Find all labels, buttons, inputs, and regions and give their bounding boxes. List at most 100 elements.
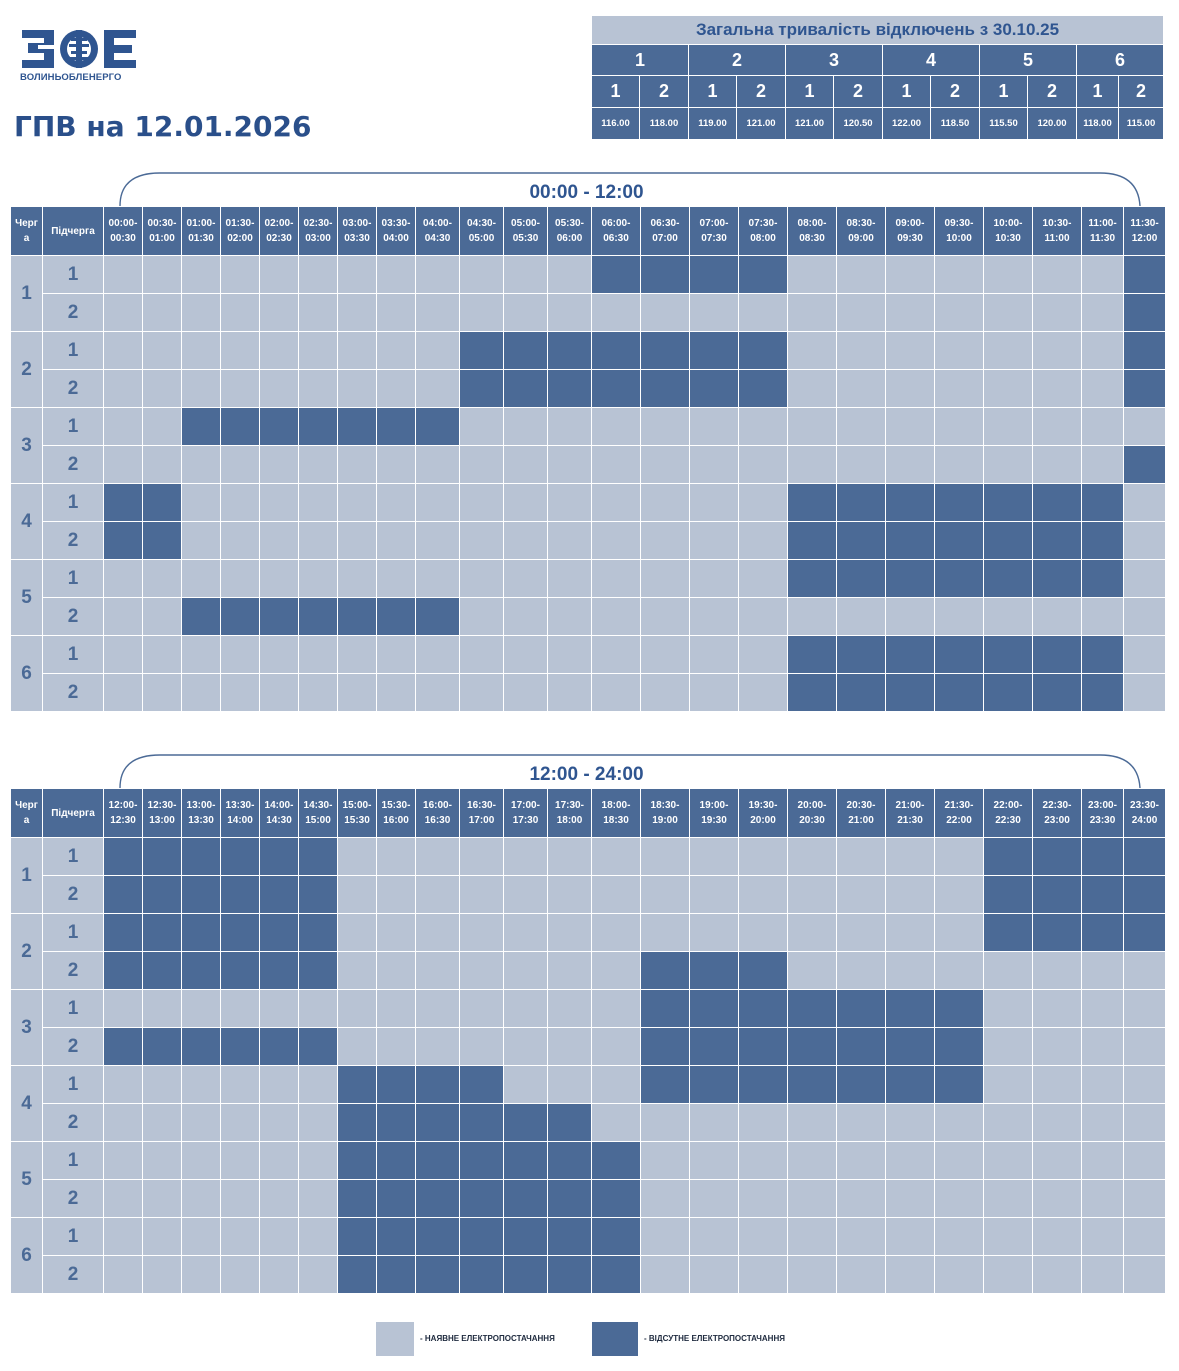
slot-power-on bbox=[1032, 255, 1082, 294]
slot-power-on bbox=[103, 369, 143, 408]
slot-power-on bbox=[1123, 1179, 1166, 1218]
time-slot-header: 02:30- 03:00 bbox=[298, 206, 338, 256]
slot-power-on bbox=[1081, 1217, 1124, 1256]
schedule-row: 2 bbox=[11, 673, 1166, 712]
slot-outage bbox=[983, 635, 1033, 674]
slot-power-on bbox=[738, 913, 788, 952]
slot-outage bbox=[376, 1217, 416, 1256]
slot-power-on bbox=[298, 1141, 338, 1180]
slot-power-on bbox=[640, 407, 690, 446]
summary-value-cell: 121.00 bbox=[736, 107, 786, 140]
slot-power-on bbox=[1123, 1027, 1166, 1066]
slot-power-on bbox=[503, 255, 548, 294]
slot-power-on bbox=[787, 597, 837, 636]
slot-outage bbox=[459, 369, 504, 408]
slot-outage bbox=[259, 1027, 299, 1066]
slot-power-on bbox=[983, 1141, 1033, 1180]
slot-power-on bbox=[103, 989, 143, 1028]
slot-power-on bbox=[934, 1179, 984, 1218]
slot-power-on bbox=[836, 913, 886, 952]
time-range-label: 00:00 - 12:00 bbox=[529, 182, 644, 203]
slot-power-on bbox=[103, 445, 143, 484]
slot-power-on bbox=[337, 331, 377, 370]
slot-power-on bbox=[459, 293, 504, 332]
slot-outage bbox=[1123, 445, 1166, 484]
slot-power-on bbox=[738, 875, 788, 914]
time-slot-header: 03:30- 04:00 bbox=[376, 206, 416, 256]
slot-outage bbox=[885, 989, 935, 1028]
slot-outage bbox=[689, 1027, 739, 1066]
slot-outage bbox=[836, 635, 886, 674]
time-slot-header: 00:30- 01:00 bbox=[142, 206, 182, 256]
slot-power-on bbox=[337, 913, 377, 952]
slot-power-on bbox=[337, 875, 377, 914]
queue-number: 2 bbox=[10, 913, 43, 990]
slot-power-on bbox=[738, 635, 788, 674]
slot-power-on bbox=[503, 635, 548, 674]
time-slot-header: 08:00- 08:30 bbox=[787, 206, 837, 256]
slot-power-on bbox=[1081, 407, 1124, 446]
slot-power-on bbox=[259, 673, 299, 712]
slot-outage bbox=[983, 483, 1033, 522]
slot-outage bbox=[181, 597, 221, 636]
time-slot-header: 11:30- 12:00 bbox=[1123, 206, 1166, 256]
slot-power-on bbox=[547, 445, 592, 484]
slot-power-on bbox=[1032, 1179, 1082, 1218]
slot-power-on bbox=[885, 1217, 935, 1256]
slot-power-on bbox=[376, 635, 416, 674]
slot-power-on bbox=[836, 597, 886, 636]
slot-power-on bbox=[376, 1027, 416, 1066]
slot-power-on bbox=[503, 293, 548, 332]
subqueue-number: 2 bbox=[42, 369, 104, 408]
slot-power-on bbox=[376, 837, 416, 876]
slot-power-on bbox=[1032, 1141, 1082, 1180]
slot-outage bbox=[376, 1141, 416, 1180]
slot-power-on bbox=[459, 445, 504, 484]
time-slot-header: 19:30- 20:00 bbox=[738, 788, 788, 838]
slot-power-on bbox=[1123, 1141, 1166, 1180]
slot-power-on bbox=[591, 673, 641, 712]
slot-outage bbox=[591, 1141, 641, 1180]
slot-power-on bbox=[547, 293, 592, 332]
time-slot-header: 12:00- 12:30 bbox=[103, 788, 143, 838]
slot-power-on bbox=[298, 989, 338, 1028]
slot-power-on bbox=[259, 1103, 299, 1142]
slot-power-on bbox=[934, 1141, 984, 1180]
slot-outage bbox=[298, 407, 338, 446]
slot-outage bbox=[689, 1065, 739, 1104]
slot-outage bbox=[787, 1027, 837, 1066]
slot-power-on bbox=[298, 1255, 338, 1294]
logo-caption: ВОЛИНЬОБЛЕНЕРГО bbox=[20, 72, 122, 83]
slot-outage bbox=[547, 369, 592, 408]
slot-power-on bbox=[836, 331, 886, 370]
slot-outage bbox=[934, 1065, 984, 1104]
slot-outage bbox=[459, 1065, 504, 1104]
slot-outage bbox=[591, 255, 641, 294]
slot-power-on bbox=[787, 331, 837, 370]
slot-power-on bbox=[738, 837, 788, 876]
slot-power-on bbox=[142, 331, 182, 370]
slot-power-on bbox=[1032, 989, 1082, 1028]
time-slot-header: 06:30- 07:00 bbox=[640, 206, 690, 256]
slot-outage bbox=[503, 1103, 548, 1142]
slot-power-on bbox=[934, 369, 984, 408]
slot-power-on bbox=[689, 559, 739, 598]
slot-power-on bbox=[738, 521, 788, 560]
slot-power-on bbox=[1123, 559, 1166, 598]
subqueue-number: 2 bbox=[42, 597, 104, 636]
slot-power-on bbox=[547, 913, 592, 952]
slot-power-on bbox=[547, 951, 592, 990]
summary-value-cell: 118.50 bbox=[930, 107, 980, 140]
slot-power-on bbox=[298, 673, 338, 712]
slot-outage bbox=[142, 951, 182, 990]
slot-power-on bbox=[640, 837, 690, 876]
slot-power-on bbox=[142, 255, 182, 294]
outage-summary-table: Загальна тривалість відключень з 30.10.2… bbox=[591, 15, 1164, 140]
slot-power-on bbox=[689, 293, 739, 332]
slot-outage bbox=[689, 255, 739, 294]
slot-power-on bbox=[415, 559, 460, 598]
slot-power-on bbox=[415, 673, 460, 712]
